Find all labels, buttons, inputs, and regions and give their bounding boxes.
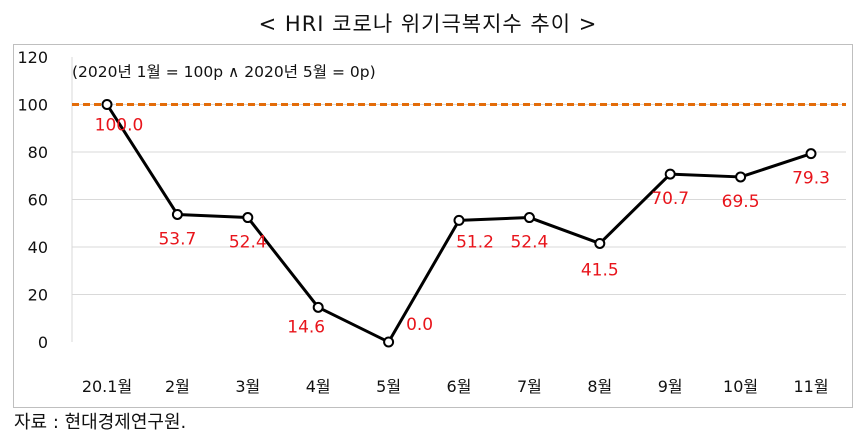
data-point [664, 168, 676, 180]
y-tick-label: 20 [28, 286, 48, 305]
x-tick-label: 9월 [658, 377, 683, 396]
data-label: 70.7 [651, 189, 689, 209]
data-label: 79.3 [792, 169, 830, 189]
data-point [242, 212, 254, 224]
y-tick-label: 80 [28, 143, 48, 162]
x-tick-label: 10월 [723, 377, 758, 396]
data-point [453, 214, 465, 226]
source-note: 자료 : 현대경제연구원. [14, 412, 187, 433]
x-tick-label: 3월 [235, 377, 260, 396]
chart-title: < HRI 코로나 위기극복지수 추이 > [258, 12, 598, 36]
data-label: 0.0 [406, 315, 433, 335]
x-tick-label: 5월 [376, 377, 401, 396]
data-point [735, 171, 747, 183]
data-point [171, 208, 183, 220]
data-label: 51.2 [456, 232, 494, 252]
y-tick-label: 0 [38, 333, 48, 352]
x-tick-label: 11월 [793, 377, 828, 396]
x-axis-ticks: 20.1월 2월 3월 4월 5월 6월 7월 8월 9월 10월 11월 [82, 377, 829, 396]
data-label: 53.7 [158, 229, 196, 249]
y-tick-label: 100 [17, 96, 48, 115]
data-label: 69.5 [722, 192, 760, 212]
chart-note: (2020년 1월 = 100p ∧ 2020년 5월 = 0p) [72, 63, 376, 81]
data-point [523, 212, 535, 224]
data-point [312, 301, 324, 313]
data-label: 14.6 [287, 317, 325, 337]
data-label: 52.4 [229, 233, 267, 253]
x-tick-label: 6월 [447, 377, 472, 396]
x-tick-label: 8월 [587, 377, 612, 396]
data-label: 52.4 [510, 233, 548, 253]
x-tick-label: 4월 [306, 377, 331, 396]
x-tick-label: 2월 [165, 377, 190, 396]
x-tick-label: 7월 [517, 377, 542, 396]
data-point [805, 148, 817, 160]
data-point [383, 336, 395, 348]
data-points [101, 99, 817, 348]
y-tick-label: 60 [28, 191, 48, 210]
y-tick-label: 40 [28, 238, 48, 257]
data-label: 100.0 [95, 116, 144, 136]
data-point [101, 99, 113, 110]
data-point [594, 237, 606, 249]
y-axis-ticks: 0 20 40 60 80 100 120 [17, 48, 48, 352]
y-tick-label: 120 [17, 48, 48, 67]
data-labels: 100.0 53.7 52.4 14.6 0.0 51.2 52.4 41.5 70.7 69.5… [95, 116, 830, 338]
data-label: 41.5 [581, 260, 619, 280]
x-tick-label: 20.1월 [82, 377, 132, 396]
